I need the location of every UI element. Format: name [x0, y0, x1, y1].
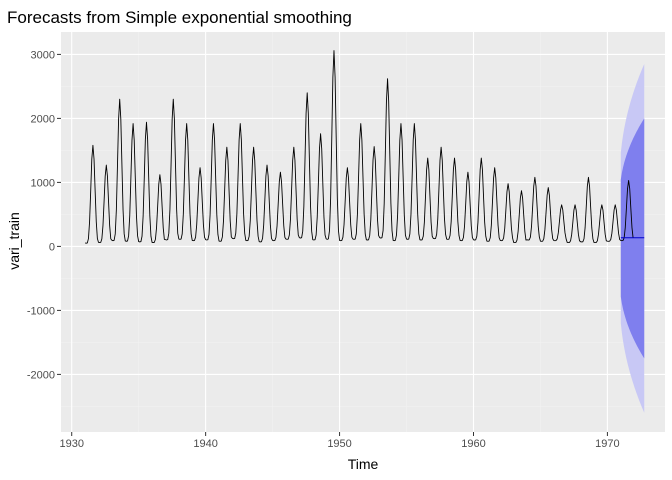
x-tick-label: 1930 — [59, 438, 83, 450]
series-layer — [85, 50, 645, 244]
x-tick-label: 1960 — [461, 438, 485, 450]
y-tick-label: -2000 — [27, 369, 55, 381]
y-tick-label: 0 — [49, 241, 55, 253]
x-axis-title: Time — [348, 456, 379, 472]
observed-series-line — [85, 50, 634, 244]
forecast-intervals — [620, 64, 645, 413]
y-axis-title: vari_train — [6, 212, 22, 270]
plot-panel — [61, 32, 665, 432]
x-tick-label: 1940 — [193, 438, 217, 450]
y-tick-label: 3000 — [31, 49, 55, 61]
grid-minor — [61, 32, 665, 432]
x-tick-label: 1950 — [327, 438, 351, 450]
y-tick-label: 2000 — [31, 113, 55, 125]
x-tick-label: 1970 — [595, 438, 619, 450]
y-tick-label: -1000 — [27, 305, 55, 317]
forecast-interval-80 — [620, 118, 645, 359]
chart-title: Forecasts from Simple exponential smooth… — [7, 8, 352, 27]
axis-ticks — [57, 53, 608, 436]
y-tick-label: 1000 — [31, 177, 55, 189]
grid-major — [61, 32, 665, 432]
axis-tick-labels: 1930 1940 1950 1960 1970 -2000 -1000 0 1000 2000 3… — [27, 49, 620, 450]
